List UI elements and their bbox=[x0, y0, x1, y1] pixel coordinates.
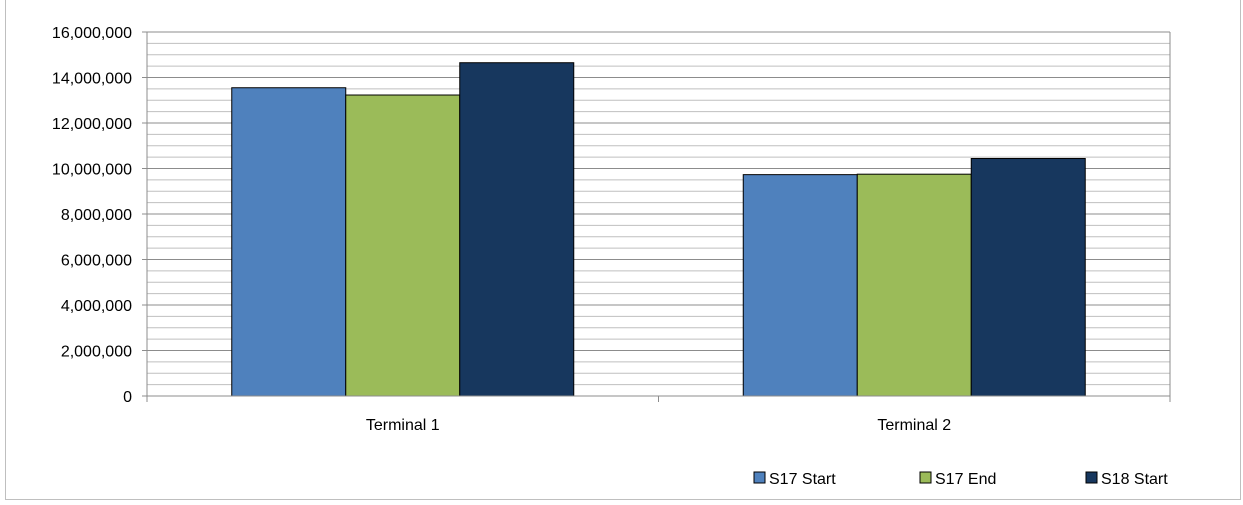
bar-chart: 0 2,000,000 4,000,000 6,000,000 8,000,000 10,… bbox=[52, 25, 1171, 488]
y-tick-label: 16,000,000 bbox=[52, 25, 132, 42]
legend-label-s17-end: S17 End bbox=[935, 471, 996, 488]
x-tick-label: Terminal 1 bbox=[366, 417, 440, 434]
bar-s17-start-1 bbox=[231, 87, 347, 397]
x-axis-tick-labels: Terminal 1 Terminal 2 bbox=[366, 417, 951, 434]
legend-label-s17-start: S17 Start bbox=[769, 471, 836, 488]
y-tick-label: 14,000,000 bbox=[52, 71, 132, 88]
bar-s17-end-1 bbox=[345, 94, 461, 397]
bar-s17-end-2 bbox=[856, 173, 972, 397]
x-tick-label: Terminal 2 bbox=[877, 417, 951, 434]
legend-swatch-s17-end bbox=[919, 471, 932, 484]
legend-label-s18-start: S18 Start bbox=[1101, 471, 1168, 488]
y-tick-label: 12,000,000 bbox=[52, 116, 132, 133]
y-axis-tick-labels: 0 2,000,000 4,000,000 6,000,000 8,000,000 10,… bbox=[52, 25, 132, 406]
y-tick-label: 0 bbox=[123, 389, 132, 406]
y-tick-label: 4,000,000 bbox=[61, 298, 132, 315]
bars bbox=[231, 62, 1086, 397]
legend-swatch-s18-start bbox=[1085, 471, 1098, 484]
bar-s18-start-2 bbox=[970, 157, 1086, 397]
y-tick-label: 6,000,000 bbox=[61, 253, 132, 270]
legend-swatch-s17-start bbox=[753, 471, 766, 484]
legend: S17 Start S17 End S18 Start bbox=[753, 471, 1168, 488]
chart-frame: 0 2,000,000 4,000,000 6,000,000 8,000,000 10,… bbox=[5, 0, 1241, 500]
bar-s18-start-1 bbox=[459, 62, 575, 397]
bar-s17-start-2 bbox=[742, 174, 858, 397]
y-tick-label: 2,000,000 bbox=[61, 344, 132, 361]
y-tick-label: 10,000,000 bbox=[52, 162, 132, 179]
y-tick-label: 8,000,000 bbox=[61, 207, 132, 224]
axes bbox=[142, 31, 1171, 402]
